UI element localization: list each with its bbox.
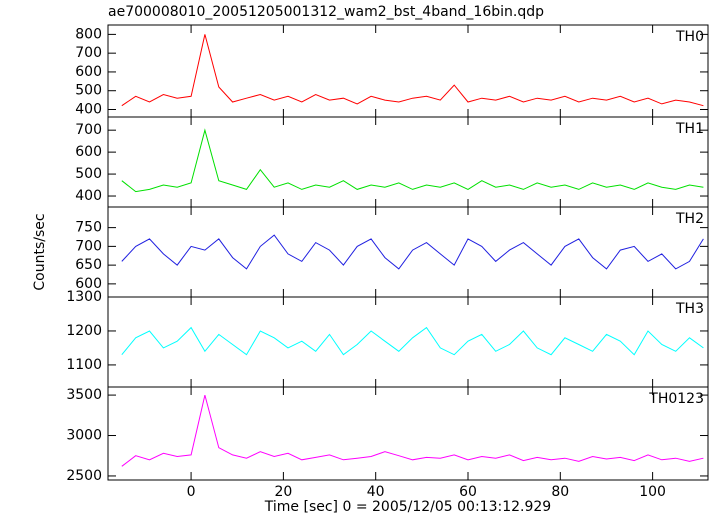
panel-frame — [107, 24, 709, 118]
x-tick-label: 80 — [551, 484, 569, 500]
y-tick-label: 3000 — [66, 428, 102, 444]
series-label: TH0123 — [648, 391, 704, 407]
series-line — [121, 326, 704, 356]
series-label: TH0 — [675, 29, 704, 45]
chart-title: ae700008010_20051205001312_wam2_bst_4ban… — [108, 4, 544, 20]
y-tick-label: 600 — [75, 64, 102, 80]
y-tick-label: 500 — [75, 166, 102, 182]
x-tick-label: 40 — [367, 484, 385, 500]
series-line — [121, 394, 704, 467]
x-tick-label: 100 — [639, 484, 666, 500]
series-line — [121, 128, 704, 193]
series-line — [121, 234, 704, 270]
y-tick-label: 2500 — [66, 468, 102, 484]
x-tick-label: 0 — [187, 484, 196, 500]
y-tick-label: 700 — [75, 45, 102, 61]
y-tick-label: 400 — [75, 101, 102, 117]
y-tick-label: 500 — [75, 83, 102, 99]
y-tick-label: 1100 — [66, 357, 102, 373]
y-tick-label: 1200 — [66, 323, 102, 339]
y-tick-label: 600 — [75, 276, 102, 292]
panel-frame — [107, 116, 709, 208]
y-tick-label: 750 — [75, 220, 102, 236]
y-axis-label: Counts/sec — [32, 213, 48, 290]
y-tick-label: 700 — [75, 238, 102, 254]
series-label: TH1 — [675, 121, 704, 137]
y-tick-label: 700 — [75, 122, 102, 138]
y-tick-label: 400 — [75, 188, 102, 204]
x-axis-label: Time [sec] 0 = 2005/12/05 00:13:12.929 — [264, 499, 551, 515]
series-label: TH3 — [675, 301, 704, 317]
series-label: TH2 — [675, 211, 704, 227]
y-tick-label: 800 — [75, 26, 102, 42]
x-tick-label: 20 — [274, 484, 292, 500]
y-tick-label: 600 — [75, 144, 102, 160]
panel-frame — [107, 206, 709, 298]
series-line — [121, 34, 704, 107]
panel-frame — [107, 386, 709, 481]
y-tick-label: 1300 — [66, 289, 102, 305]
x-tick-label: 60 — [459, 484, 477, 500]
y-tick-label: 650 — [75, 257, 102, 273]
y-tick-label: 3500 — [66, 387, 102, 403]
